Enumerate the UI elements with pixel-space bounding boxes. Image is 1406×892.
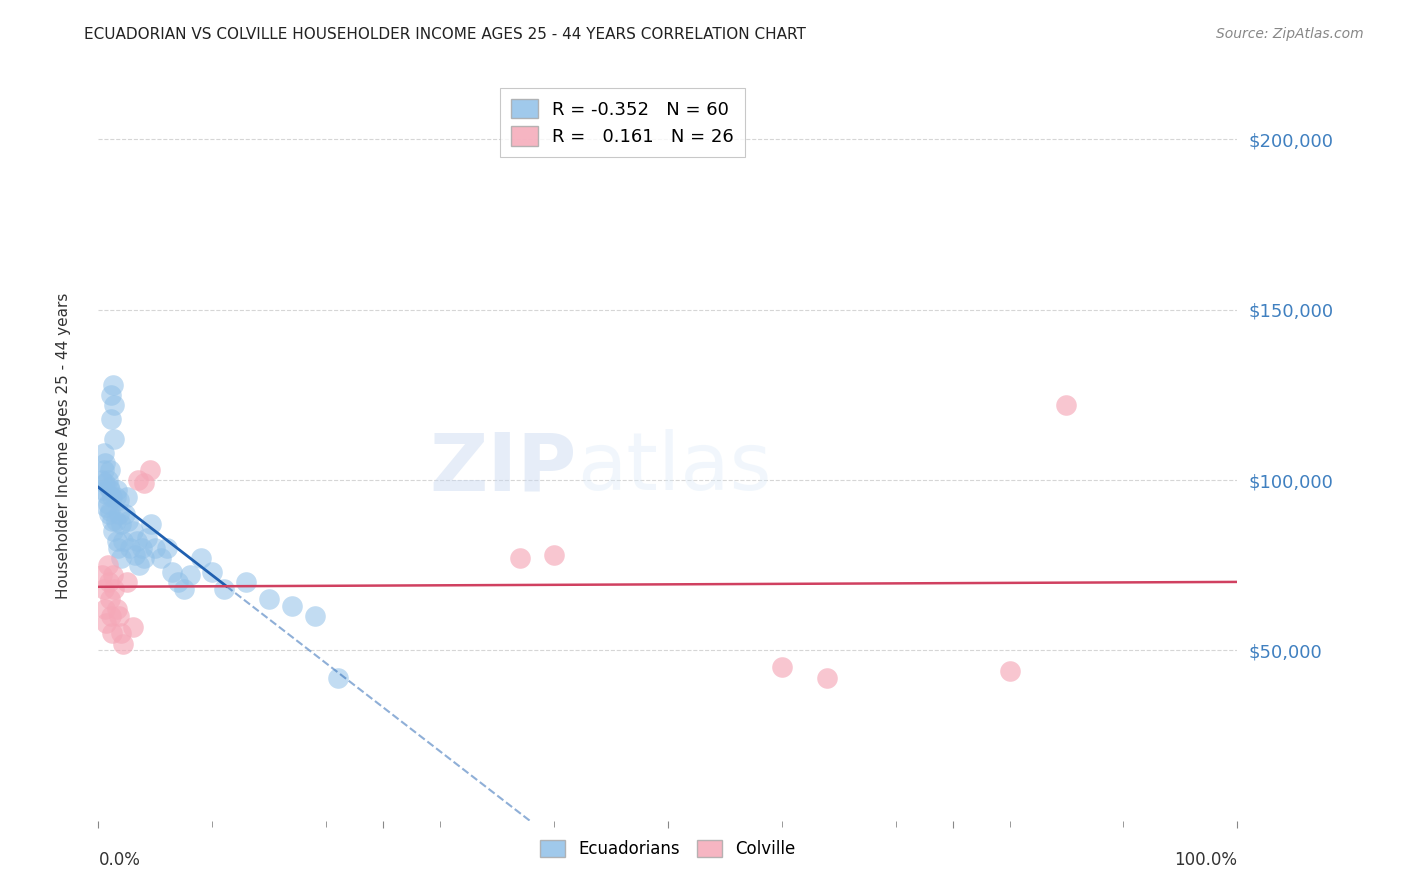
Point	[121, 619, 143, 633]
Legend: Ecuadorians, Colville: Ecuadorians, Colville	[534, 833, 801, 864]
Point	[101, 490, 124, 504]
Point	[103, 582, 125, 596]
Point	[543, 548, 565, 562]
Point	[100, 388, 122, 402]
Point	[101, 626, 124, 640]
Point	[136, 531, 159, 545]
Point	[259, 592, 281, 607]
Text: 0.0%: 0.0%	[98, 851, 141, 869]
Point	[100, 609, 122, 624]
Point	[998, 664, 1021, 678]
Point	[105, 602, 128, 616]
Point	[97, 575, 120, 590]
Point	[201, 565, 224, 579]
Point	[110, 551, 132, 566]
Text: Householder Income Ages 25 - 44 years: Householder Income Ages 25 - 44 years	[56, 293, 70, 599]
Point	[115, 490, 138, 504]
Point	[93, 446, 115, 460]
Point	[190, 551, 212, 566]
Point	[105, 534, 128, 549]
Point	[120, 541, 142, 556]
Point	[96, 497, 118, 511]
Point	[94, 456, 117, 470]
Point	[97, 480, 120, 494]
Point	[104, 490, 127, 504]
Point	[90, 473, 112, 487]
Point	[509, 551, 531, 566]
Point	[128, 558, 150, 573]
Point	[91, 483, 114, 498]
Point	[121, 524, 143, 538]
Point	[108, 493, 131, 508]
Point	[162, 565, 184, 579]
Text: ZIP: ZIP	[429, 429, 576, 508]
Point	[167, 575, 190, 590]
Point	[173, 582, 195, 596]
Point	[98, 483, 121, 498]
Point	[112, 636, 135, 650]
Point	[107, 541, 129, 556]
Point	[281, 599, 304, 613]
Point	[101, 514, 124, 528]
Point	[108, 609, 131, 624]
Point	[131, 541, 153, 556]
Point	[94, 602, 117, 616]
Point	[212, 582, 235, 596]
Point	[93, 463, 115, 477]
Point	[179, 568, 201, 582]
Point	[94, 476, 117, 491]
Point	[132, 551, 155, 566]
Point	[132, 476, 155, 491]
Point	[98, 504, 121, 518]
Point	[93, 582, 115, 596]
Point	[96, 616, 118, 631]
Point	[103, 377, 125, 392]
Text: atlas: atlas	[576, 429, 770, 508]
Point	[110, 626, 132, 640]
Point	[1054, 398, 1078, 412]
Point	[100, 411, 122, 425]
Point	[304, 609, 326, 624]
Point	[96, 473, 118, 487]
Point	[96, 558, 118, 573]
Point	[110, 517, 132, 532]
Point	[127, 473, 149, 487]
Point	[112, 534, 135, 549]
Point	[117, 514, 139, 528]
Point	[96, 486, 118, 500]
Point	[139, 517, 162, 532]
Text: ECUADORIAN VS COLVILLE HOUSEHOLDER INCOME AGES 25 - 44 YEARS CORRELATION CHART: ECUADORIAN VS COLVILLE HOUSEHOLDER INCOM…	[84, 27, 806, 42]
Point	[235, 575, 257, 590]
Point	[770, 660, 793, 674]
Point	[108, 507, 131, 521]
Point	[103, 568, 125, 582]
Point	[114, 507, 136, 521]
Point	[127, 534, 149, 549]
Point	[115, 575, 138, 590]
Point	[156, 541, 179, 556]
Point	[103, 398, 125, 412]
Point	[103, 432, 125, 446]
Point	[145, 541, 167, 556]
Text: Source: ZipAtlas.com: Source: ZipAtlas.com	[1216, 27, 1364, 41]
Point	[97, 507, 120, 521]
Point	[105, 483, 128, 498]
Point	[124, 548, 146, 562]
Text: 100.0%: 100.0%	[1174, 851, 1237, 869]
Point	[96, 500, 118, 515]
Point	[98, 463, 121, 477]
Point	[90, 568, 112, 582]
Point	[815, 671, 838, 685]
Point	[138, 463, 160, 477]
Point	[98, 592, 121, 607]
Point	[103, 524, 125, 538]
Point	[326, 671, 349, 685]
Point	[150, 551, 173, 566]
Point	[104, 514, 127, 528]
